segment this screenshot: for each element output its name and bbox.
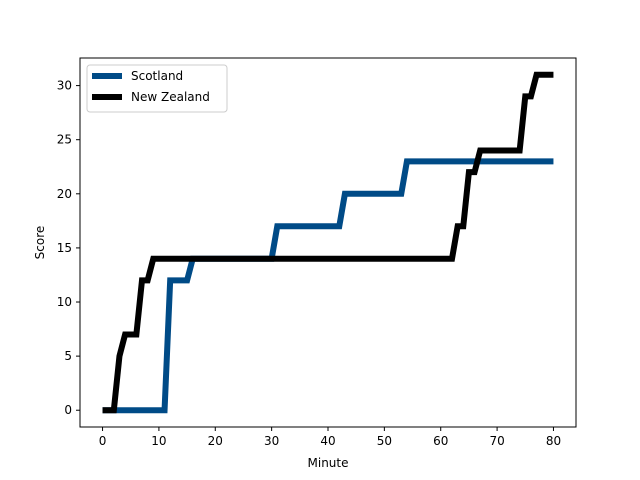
- y-tick-label: 20: [57, 187, 72, 201]
- series-line-new-zealand: [102, 71, 554, 414]
- x-tick-label: 70: [489, 434, 504, 448]
- y-tick-label: 0: [64, 403, 72, 417]
- y-tick-label: 5: [64, 349, 72, 363]
- plot-area: [102, 71, 554, 414]
- y-axis: 0 5 10 15 20 25 30: [57, 79, 80, 417]
- x-tick-label: 20: [208, 434, 223, 448]
- x-tick-label: 50: [377, 434, 392, 448]
- y-tick-label: 10: [57, 295, 72, 309]
- x-tick-label: 0: [99, 434, 107, 448]
- x-tick-label: 40: [320, 434, 335, 448]
- legend-label-scotland: Scotland: [131, 69, 183, 83]
- x-tick-label: 80: [546, 434, 561, 448]
- y-tick-label: 30: [57, 79, 72, 93]
- x-tick-label: 60: [433, 434, 448, 448]
- x-tick-label: 30: [264, 434, 279, 448]
- y-tick-label: 25: [57, 133, 72, 147]
- y-axis-label: Score: [33, 226, 47, 260]
- y-tick-label: 15: [57, 241, 72, 255]
- x-tick-label: 10: [151, 434, 166, 448]
- x-axis-label: Minute: [308, 456, 349, 470]
- x-axis: 0 10 20 30 40 50 60 70 80: [99, 427, 561, 448]
- legend-label-new-zealand: New Zealand: [131, 90, 210, 104]
- legend: Scotland New Zealand: [86, 64, 228, 113]
